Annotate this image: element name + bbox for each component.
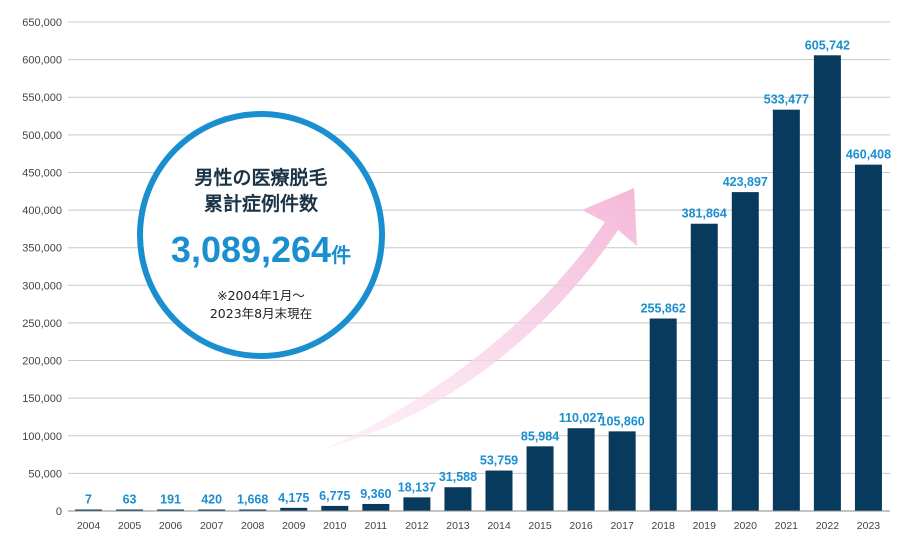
- data-label: 381,864: [682, 207, 727, 221]
- data-label: 63: [123, 493, 137, 507]
- bar: [526, 446, 554, 511]
- x-tick-label: 2015: [528, 520, 552, 532]
- y-tick-label: 200,000: [22, 356, 62, 368]
- callout-total-unit: 件: [331, 243, 351, 267]
- data-label: 6,775: [319, 489, 350, 503]
- bar: [280, 507, 308, 511]
- bar: [321, 505, 349, 511]
- bar: [813, 55, 841, 512]
- bar: [608, 431, 636, 511]
- bar: [485, 470, 513, 511]
- x-tick-label: 2021: [775, 520, 799, 532]
- y-tick-label: 600,000: [22, 55, 62, 67]
- y-tick-label: 150,000: [22, 393, 62, 405]
- y-axis-ticks: 0 50,000 100,000 150,000 200,000 250,000 300,0…: [22, 17, 62, 518]
- bar: [567, 428, 595, 511]
- x-axis-ticks: 2004 2005 2006 2007 2008 2009 2010 2011 2012 2013…: [77, 520, 880, 532]
- y-tick-label: 650,000: [22, 17, 62, 29]
- bar: [444, 487, 472, 511]
- data-label: 420: [201, 493, 222, 507]
- callout-title-line1: 男性の医療脱毛: [194, 166, 327, 189]
- total-callout: 男性の医療脱毛 累計症例件数 3,089,264件 ※2004年1月～ 2023…: [137, 111, 385, 359]
- x-tick-label: 2006: [159, 520, 183, 532]
- y-tick-label: 350,000: [22, 243, 62, 255]
- data-label: 533,477: [764, 93, 809, 107]
- x-tick-label: 2004: [77, 520, 101, 532]
- bar: [362, 503, 390, 511]
- data-label: 460,408: [846, 148, 891, 162]
- x-tick-label: 2011: [365, 520, 388, 532]
- bar: [239, 509, 267, 511]
- x-tick-label: 2019: [693, 520, 717, 532]
- x-tick-label: 2023: [857, 520, 881, 532]
- y-tick-label: 500,000: [22, 130, 62, 142]
- bar: [854, 164, 882, 511]
- bar: [772, 109, 800, 512]
- x-tick-label: 2012: [405, 520, 429, 532]
- callout-note-line2: 2023年8月末現在: [210, 306, 312, 321]
- bar: [198, 509, 226, 511]
- bar: [403, 497, 431, 511]
- data-label: 7: [85, 493, 92, 507]
- data-label: 191: [160, 493, 181, 507]
- data-label: 110,027: [559, 411, 604, 425]
- data-label: 31,588: [439, 470, 477, 484]
- bar: [116, 509, 144, 511]
- x-tick-label: 2014: [487, 520, 511, 532]
- data-label: 9,360: [360, 487, 391, 501]
- bar: [157, 509, 185, 511]
- y-tick-label: 400,000: [22, 205, 62, 217]
- callout-total-line: 3,089,264件: [171, 229, 351, 270]
- data-label: 1,668: [237, 493, 268, 507]
- y-tick-label: 50,000: [28, 468, 62, 480]
- data-label: 105,860: [600, 414, 645, 428]
- x-tick-label: 2010: [323, 520, 347, 532]
- trend-arrow-icon: [327, 188, 637, 448]
- bar: [690, 223, 718, 512]
- x-tick-label: 2016: [569, 520, 593, 532]
- x-tick-label: 2017: [610, 520, 634, 532]
- data-label: 85,984: [521, 429, 559, 443]
- bar: [75, 509, 102, 511]
- callout-ring: [137, 111, 385, 359]
- x-tick-label: 2022: [816, 520, 840, 532]
- data-label: 605,742: [805, 38, 850, 52]
- y-tick-label: 0: [56, 506, 62, 518]
- callout-note-line1: ※2004年1月～: [217, 288, 305, 303]
- y-tick-label: 550,000: [22, 92, 62, 104]
- x-tick-label: 2018: [652, 520, 676, 532]
- y-tick-label: 100,000: [22, 431, 62, 443]
- callout-total-value: 3,089,264: [171, 229, 331, 270]
- bar: [731, 192, 759, 511]
- bar: [649, 318, 677, 511]
- x-tick-label: 2009: [282, 520, 306, 532]
- y-tick-label: 250,000: [22, 318, 62, 330]
- x-tick-label: 2005: [118, 520, 142, 532]
- data-label: 255,862: [641, 302, 686, 316]
- x-tick-label: 2007: [200, 520, 224, 532]
- data-labels: 7 63 191 420 1,668 4,175 6,775 9,360 18,13731,58…: [85, 38, 891, 506]
- y-tick-label: 300,000: [22, 280, 62, 292]
- x-tick-label: 2020: [734, 520, 758, 532]
- data-label: 53,759: [480, 454, 518, 468]
- x-tick-label: 2008: [241, 520, 265, 532]
- x-tick-label: 2013: [446, 520, 470, 532]
- bars: [75, 55, 882, 512]
- data-label: 4,175: [278, 491, 309, 505]
- callout-title-line2: 累計症例件数: [204, 192, 319, 215]
- data-label: 423,897: [723, 175, 768, 189]
- y-tick-label: 450,000: [22, 167, 62, 179]
- data-label: 18,137: [398, 480, 436, 494]
